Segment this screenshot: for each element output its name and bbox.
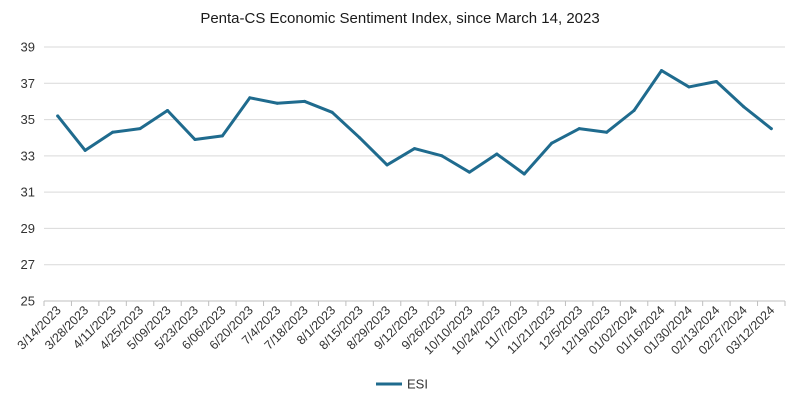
- data-point: [550, 141, 554, 145]
- data-point: [467, 170, 471, 174]
- data-point: [413, 147, 416, 151]
- data-point: [138, 127, 142, 131]
- data-point: [577, 127, 581, 131]
- y-tick-label: 27: [21, 257, 35, 272]
- y-tick-label: 39: [21, 40, 35, 55]
- data-point: [193, 138, 197, 142]
- data-point: [440, 154, 444, 158]
- data-point: [632, 109, 636, 112]
- series-line-esi: [56, 69, 773, 176]
- y-tick-label: 29: [21, 221, 35, 236]
- data-point: [166, 109, 169, 112]
- data-point: [111, 130, 115, 134]
- data-point: [330, 110, 334, 114]
- data-point: [275, 101, 279, 105]
- y-tick-label: 25: [21, 294, 35, 309]
- data-point: [687, 85, 691, 89]
- data-point: [83, 148, 87, 152]
- data-point: [248, 96, 252, 100]
- data-point: [56, 114, 60, 118]
- data-point: [769, 127, 773, 131]
- data-point: [660, 69, 663, 73]
- y-tick-label: 31: [21, 185, 35, 200]
- data-point: [220, 134, 224, 138]
- y-tick-label: 35: [21, 112, 35, 127]
- data-point: [742, 105, 746, 109]
- legend-label: ESI: [407, 377, 428, 392]
- y-tick-label: 33: [21, 148, 35, 163]
- data-point: [303, 99, 307, 103]
- chart-title: Penta-CS Economic Sentiment Index, since…: [200, 10, 600, 27]
- y-tick-label: 37: [21, 76, 35, 91]
- data-point: [385, 163, 389, 167]
- data-point: [522, 172, 526, 176]
- data-point: [495, 152, 499, 156]
- data-point: [358, 136, 362, 140]
- data-point: [714, 79, 718, 83]
- data-point: [605, 130, 609, 134]
